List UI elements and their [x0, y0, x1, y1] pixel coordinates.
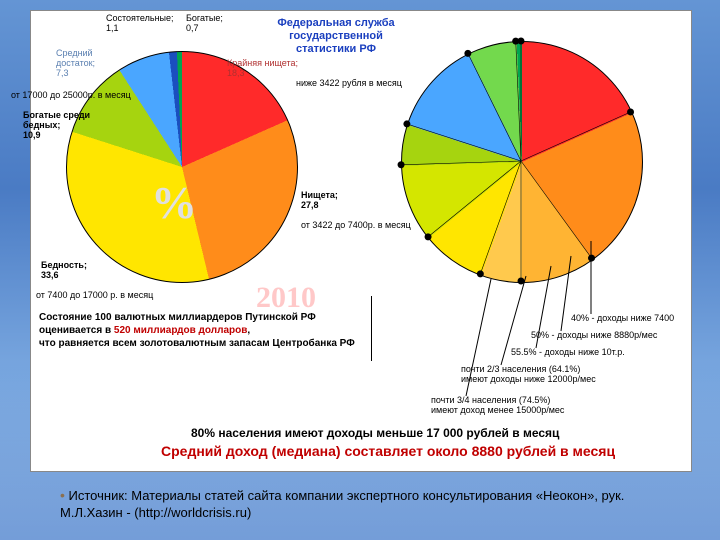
panel-title: Федеральная служба государственной стати…	[261, 17, 411, 57]
text-line: что равняется всем золотовалютным запаса…	[39, 337, 359, 350]
pie-label: ниже 3422 рубля в месяц	[296, 79, 402, 89]
right-annotation: почти 3/4 населения (74.5%) имеют доход …	[431, 396, 564, 416]
pie-label: от 7400 до 17000 р. в месяц	[36, 291, 153, 301]
text-line: Состояние 100 валютных миллиардеров Пути…	[39, 311, 359, 324]
source-footnote: • Источник: Материалы статей сайта компа…	[60, 486, 624, 522]
vertical-divider	[371, 296, 372, 361]
slide-root: Федеральная служба государственной стати…	[0, 0, 720, 540]
pie-label: Богатые среди бедных; 10,9	[23, 111, 90, 141]
watermark-percent: %	[151, 176, 197, 229]
text-line: оценивается в 520 миллиардов долларов,	[39, 324, 359, 337]
right-annotation: 50% - доходы ниже 8880р/мес	[531, 331, 657, 341]
pie-label: Средний достаток; 7,3	[56, 49, 95, 79]
conclusion-line: Средний доход (медиана) составляет около…	[161, 443, 615, 459]
conclusion-line: 80% населения имеют доходы меньше 17 000…	[191, 426, 559, 440]
watermark-year: 2010	[256, 281, 316, 315]
pie-label: Богатые; 0,7	[186, 14, 223, 34]
pie-label: Состоятельные; 1,1	[106, 14, 174, 34]
bullet-icon: •	[60, 487, 65, 503]
pie-label: от 17000 до 25000р. в месяц	[11, 91, 131, 101]
right-annotation: 40% - доходы ниже 7400	[571, 314, 674, 324]
pie-label: Нищета; 27,8	[301, 191, 338, 211]
footnote-text: Источник: Материалы статей сайта компани…	[60, 488, 624, 520]
pie-label: Бедность; 33,6	[41, 261, 87, 281]
pie-label: Крайняя нищета; 18,3	[227, 59, 298, 79]
left-pie-chart	[66, 51, 298, 283]
right-annotation: почти 2/3 населения (64.1%) имеют доходы…	[461, 365, 596, 385]
chart-panel: Федеральная служба государственной стати…	[30, 10, 692, 472]
pie-label: от 3422 до 7400р. в месяц	[301, 221, 411, 231]
right-annotation: 55.5% - доходы ниже 10т.р.	[511, 348, 625, 358]
left-text-block: Состояние 100 валютных миллиардеров Пути…	[39, 311, 359, 350]
right-pie-chart	[401, 41, 643, 283]
